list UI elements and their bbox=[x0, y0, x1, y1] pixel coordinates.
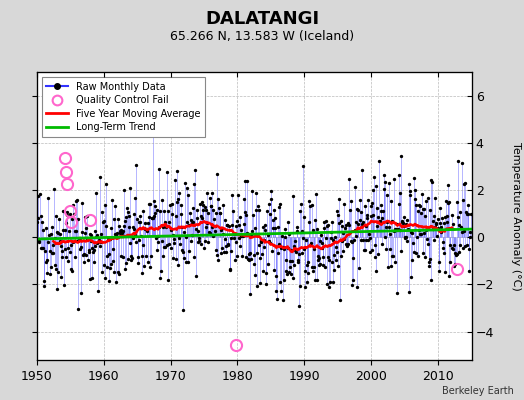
Text: DALATANGI: DALATANGI bbox=[205, 10, 319, 28]
Text: 65.266 N, 13.583 W (Iceland): 65.266 N, 13.583 W (Iceland) bbox=[170, 30, 354, 43]
Y-axis label: Temperature Anomaly (°C): Temperature Anomaly (°C) bbox=[511, 142, 521, 290]
Text: Berkeley Earth: Berkeley Earth bbox=[442, 386, 514, 396]
Legend: Raw Monthly Data, Quality Control Fail, Five Year Moving Average, Long-Term Tren: Raw Monthly Data, Quality Control Fail, … bbox=[41, 77, 205, 137]
